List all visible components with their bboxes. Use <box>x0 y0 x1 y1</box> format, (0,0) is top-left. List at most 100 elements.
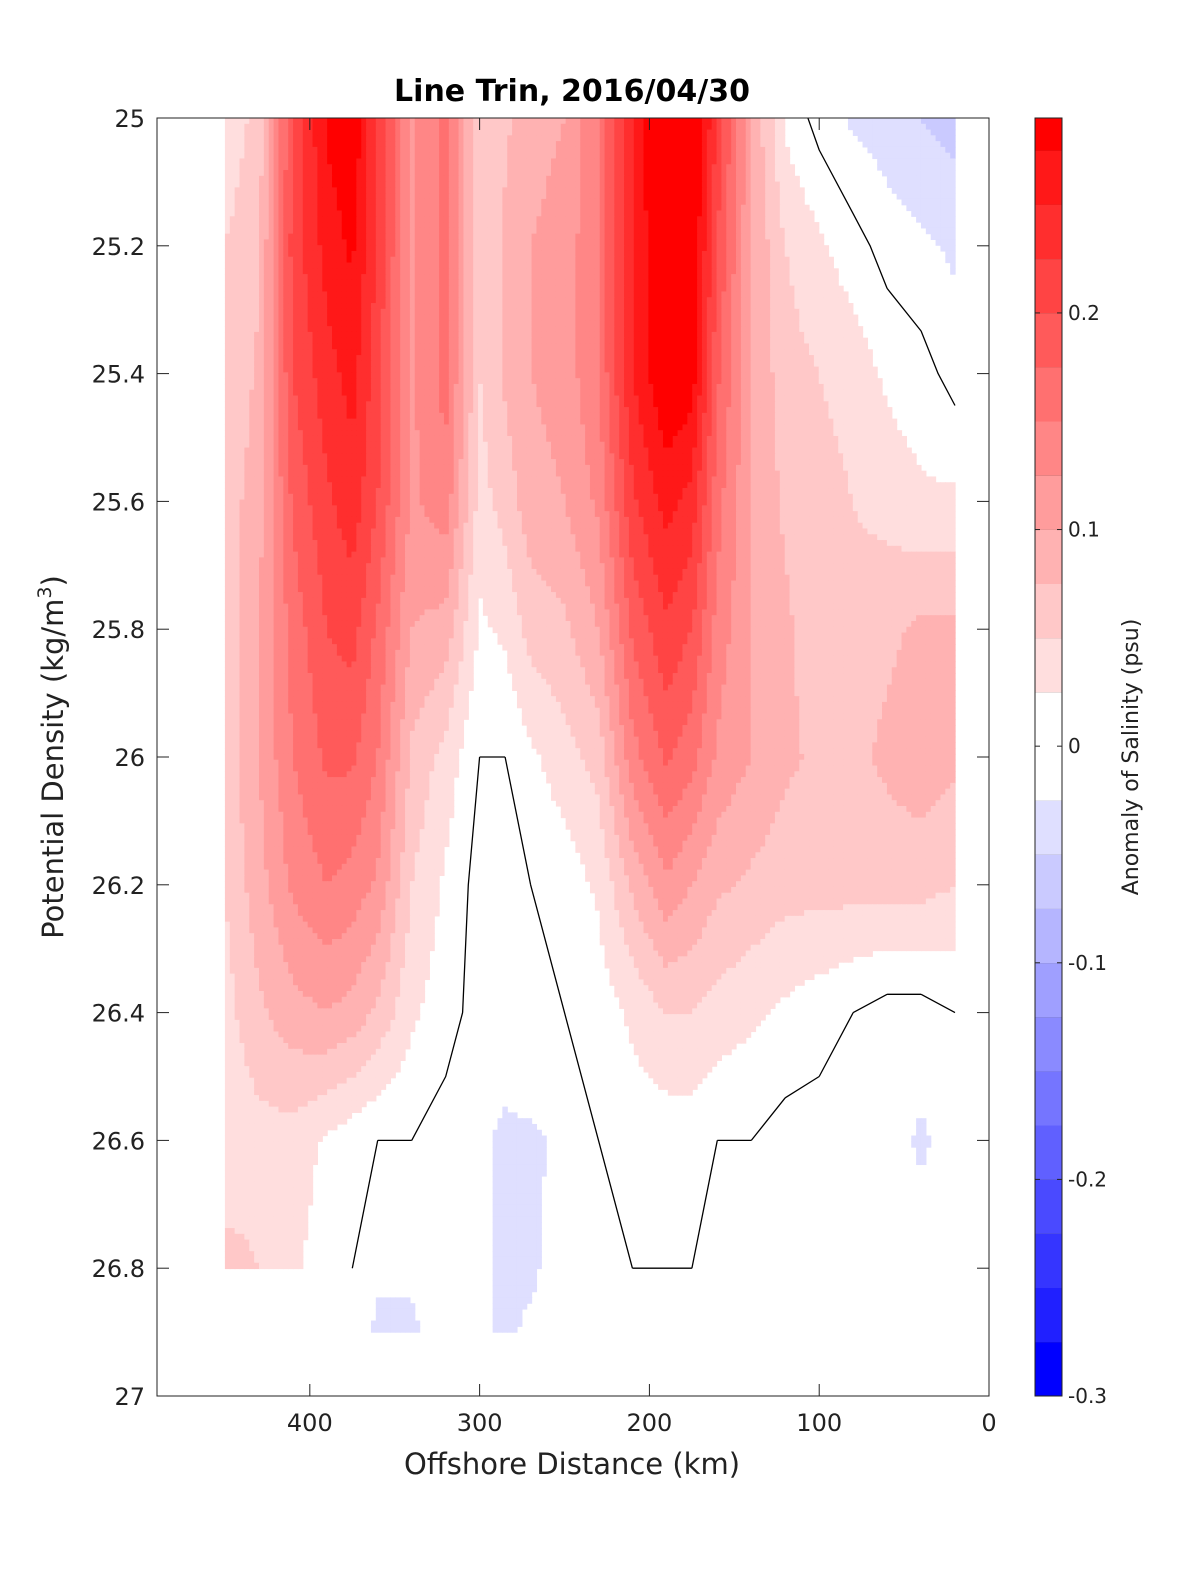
field-cell <box>546 187 551 193</box>
field-cell <box>751 153 756 159</box>
field-cell <box>678 158 683 164</box>
field-cell <box>439 199 444 205</box>
field-cell <box>493 130 498 136</box>
field-cell <box>244 141 249 147</box>
field-cell <box>434 164 439 170</box>
field-cell <box>639 124 644 130</box>
field-cell <box>648 170 653 176</box>
field-cell <box>278 170 283 176</box>
field-cell <box>658 153 663 159</box>
field-cell <box>585 141 590 147</box>
field-cell <box>653 199 658 205</box>
field-cell <box>775 124 780 130</box>
field-cell <box>498 141 503 147</box>
field-cell <box>278 193 283 199</box>
field-cell <box>244 193 249 199</box>
field-cell <box>867 135 872 141</box>
field-cell <box>488 124 493 130</box>
field-cell <box>731 130 736 136</box>
field-cell <box>434 124 439 130</box>
field-cell <box>595 164 600 170</box>
field-cell <box>527 176 532 182</box>
field-cell <box>463 187 468 193</box>
field-cell <box>522 118 527 124</box>
field-cell <box>775 141 780 147</box>
field-cell <box>775 199 780 205</box>
field-cell <box>717 182 722 188</box>
field-cell <box>702 164 707 170</box>
field-cell <box>512 164 517 170</box>
field-cell <box>575 147 580 153</box>
field-cell <box>556 124 561 130</box>
field-cell <box>673 170 678 176</box>
field-cell <box>410 187 415 193</box>
field-cell <box>916 176 921 182</box>
field-cell <box>434 158 439 164</box>
field-cell <box>614 124 619 130</box>
field-cell <box>541 153 546 159</box>
field-cell <box>410 130 415 136</box>
field-cell <box>488 141 493 147</box>
field-cell <box>931 170 936 176</box>
field-cell <box>420 193 425 199</box>
field-cell <box>668 141 673 147</box>
field-cell <box>575 124 580 130</box>
field-cell <box>566 187 571 193</box>
field-cell <box>921 135 926 141</box>
field-cell <box>225 141 230 147</box>
field-cell <box>293 124 298 130</box>
field-cell <box>556 118 561 124</box>
field-cell <box>283 130 288 136</box>
field-cell <box>502 124 507 130</box>
field-cell <box>546 141 551 147</box>
field-cell <box>906 135 911 141</box>
field-cell <box>235 193 240 199</box>
field-cell <box>590 124 595 130</box>
field-cell <box>264 170 269 176</box>
field-cell <box>755 124 760 130</box>
field-cell <box>658 147 663 153</box>
field-cell <box>697 135 702 141</box>
field-cell <box>502 158 507 164</box>
field-cell <box>678 182 683 188</box>
field-cell <box>483 187 488 193</box>
field-cell <box>327 176 332 182</box>
field-cell <box>244 176 249 182</box>
field-cell <box>634 199 639 205</box>
field-cell <box>507 158 512 164</box>
field-cell <box>283 199 288 205</box>
field-cell <box>741 170 746 176</box>
field-cell <box>755 130 760 136</box>
field-cell <box>449 153 454 159</box>
field-cell <box>386 141 391 147</box>
field-cell <box>454 182 459 188</box>
field-cell <box>337 135 342 141</box>
field-cell <box>619 187 624 193</box>
field-cell <box>629 153 634 159</box>
field-cell <box>916 147 921 153</box>
field-cell <box>765 182 770 188</box>
field-cell <box>566 153 571 159</box>
field-cell <box>673 135 678 141</box>
field-cell <box>770 170 775 176</box>
field-cell <box>249 170 254 176</box>
field-cell <box>327 170 332 176</box>
field-cell <box>269 199 274 205</box>
field-cell <box>332 124 337 130</box>
field-cell <box>897 176 902 182</box>
field-cell <box>337 147 342 153</box>
field-cell <box>308 153 313 159</box>
field-cell <box>303 176 308 182</box>
field-cell <box>235 164 240 170</box>
field-cell <box>921 124 926 130</box>
field-cell <box>692 170 697 176</box>
field-cell <box>429 153 434 159</box>
field-cell <box>342 153 347 159</box>
field-cell <box>424 199 429 205</box>
field-cell <box>639 164 644 170</box>
field-cell <box>741 164 746 170</box>
field-cell <box>274 135 279 141</box>
field-cell <box>892 176 897 182</box>
field-cell <box>541 135 546 141</box>
field-cell <box>600 164 605 170</box>
